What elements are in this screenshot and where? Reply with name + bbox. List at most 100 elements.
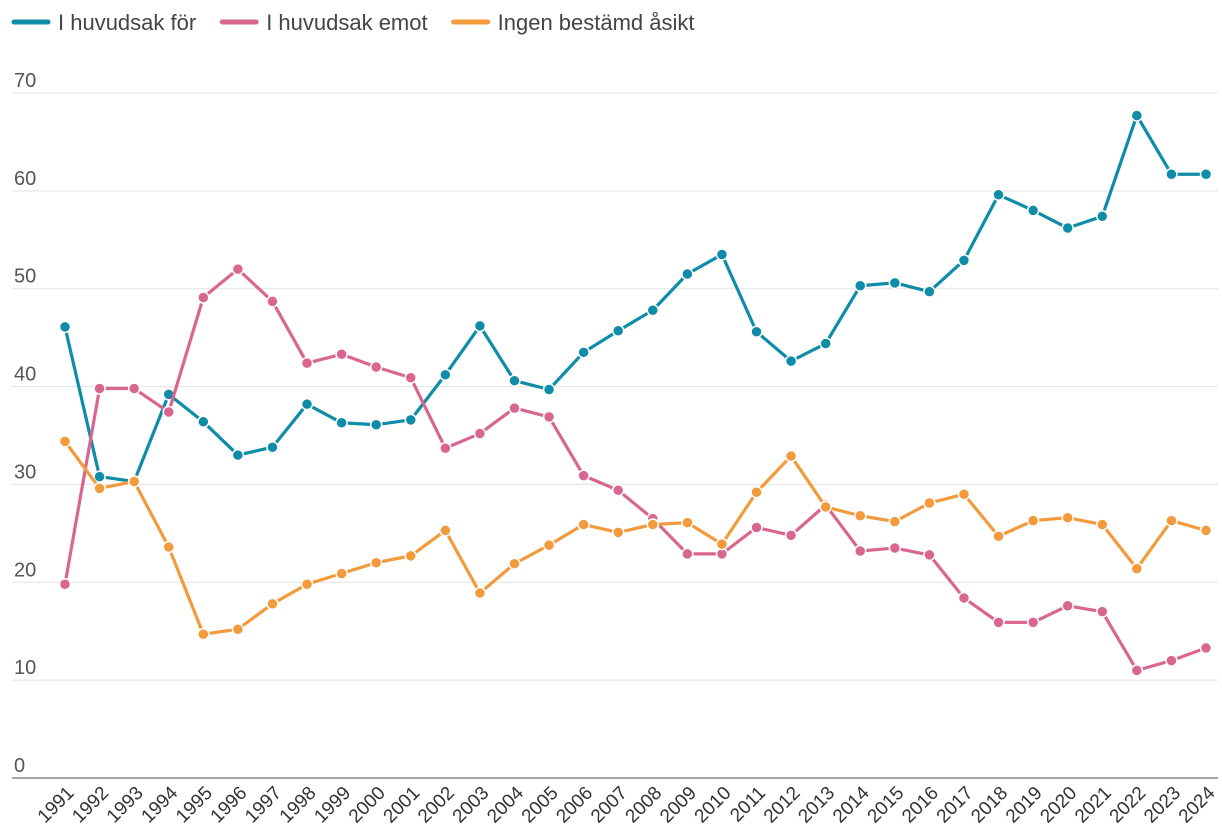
x-tick-label: 2019	[1002, 783, 1047, 828]
x-tick-label: 2020	[1036, 783, 1081, 828]
data-point	[162, 405, 175, 419]
data-point	[957, 487, 971, 501]
x-tick-label: 2001	[380, 783, 425, 828]
data-point	[1165, 514, 1178, 527]
data-point	[1199, 167, 1213, 181]
data-point	[127, 382, 141, 395]
x-tick-label: 2016	[898, 783, 943, 828]
data-point	[508, 401, 521, 415]
data-point	[335, 567, 348, 580]
x-tick-label: 2011	[726, 783, 770, 827]
data-point	[404, 371, 418, 385]
x-tick-label: 1997	[241, 783, 286, 828]
x-tick-label: 2008	[622, 783, 667, 828]
data-point	[1061, 221, 1074, 235]
data-point	[1199, 524, 1213, 537]
data-point	[888, 515, 902, 528]
data-point	[992, 616, 1005, 629]
data-point	[58, 320, 72, 334]
data-point	[853, 509, 867, 522]
x-tick-label: 2004	[483, 782, 528, 827]
series-line	[63, 440, 1207, 636]
data-point	[957, 591, 971, 605]
data-point	[923, 285, 936, 298]
x-tick-label: 2013	[794, 783, 839, 828]
data-point	[266, 440, 279, 454]
x-tick-label: 2006	[552, 783, 597, 828]
data-point	[853, 544, 867, 558]
x-tick-label: 2012	[760, 783, 805, 828]
data-point	[1199, 641, 1213, 655]
data-point	[646, 303, 660, 317]
data-point	[853, 279, 867, 293]
data-point	[473, 319, 487, 333]
data-point	[750, 325, 763, 339]
x-tick-label: 2010	[691, 783, 736, 828]
data-point	[646, 518, 660, 531]
data-point	[819, 500, 832, 514]
data-point	[1061, 511, 1074, 524]
x-tick-label: 2015	[864, 783, 909, 828]
data-point	[784, 449, 798, 463]
data-point	[439, 441, 452, 455]
data-point	[992, 188, 1005, 202]
data-point	[1096, 605, 1109, 618]
x-tick-label: 1996	[207, 783, 252, 828]
data-point	[473, 586, 487, 600]
data-point	[197, 627, 210, 641]
data-point	[404, 413, 418, 427]
data-point	[1165, 167, 1178, 181]
data-point	[611, 484, 625, 497]
legend-label: Ingen bestämd åsikt	[498, 10, 695, 35]
x-tick-label: 1993	[103, 783, 148, 828]
data-point	[577, 469, 590, 482]
data-point	[681, 547, 694, 561]
data-point	[1096, 210, 1109, 223]
x-tick-label: 2024	[1175, 782, 1220, 827]
data-point	[819, 337, 832, 350]
data-point	[1061, 599, 1074, 613]
data-point	[750, 486, 763, 499]
series-line	[63, 113, 1206, 484]
x-tick-label: 2005	[518, 783, 563, 828]
data-point	[577, 518, 590, 531]
y-tick-label: 50	[14, 266, 36, 288]
series-line	[63, 267, 1207, 672]
x-tick-label: 2022	[1106, 783, 1151, 828]
data-point	[300, 397, 314, 411]
data-point	[542, 410, 556, 424]
y-tick-label: 30	[14, 461, 36, 483]
data-point	[611, 526, 625, 539]
y-tick-label: 60	[14, 168, 36, 190]
data-point	[681, 267, 694, 281]
data-point	[611, 324, 625, 338]
data-point	[335, 348, 348, 361]
data-point	[300, 356, 314, 370]
data-point	[369, 556, 383, 569]
y-tick-label: 40	[14, 364, 36, 386]
data-point	[888, 276, 902, 290]
x-tick-label: 2021	[1071, 783, 1116, 828]
data-point	[784, 354, 798, 368]
data-point	[473, 427, 487, 440]
data-point	[231, 623, 245, 636]
data-point	[404, 549, 418, 563]
x-tick-label: 1994	[138, 782, 183, 827]
data-point	[58, 435, 72, 448]
data-point	[542, 383, 556, 396]
y-tick-label: 10	[14, 657, 36, 679]
x-tick-label: 2014	[829, 782, 874, 827]
data-point	[577, 346, 590, 359]
x-tick-label: 2003	[449, 783, 494, 828]
x-tick-label: 2009	[656, 783, 701, 828]
data-point	[1130, 562, 1144, 575]
legend-label: I huvudsak emot	[266, 10, 427, 35]
data-point	[231, 448, 245, 462]
data-point	[508, 374, 521, 387]
x-tick-label: 2023	[1140, 783, 1185, 828]
data-point	[369, 418, 383, 431]
x-tick-label: 2000	[345, 783, 390, 828]
data-point	[266, 295, 279, 308]
data-point	[1026, 616, 1040, 629]
